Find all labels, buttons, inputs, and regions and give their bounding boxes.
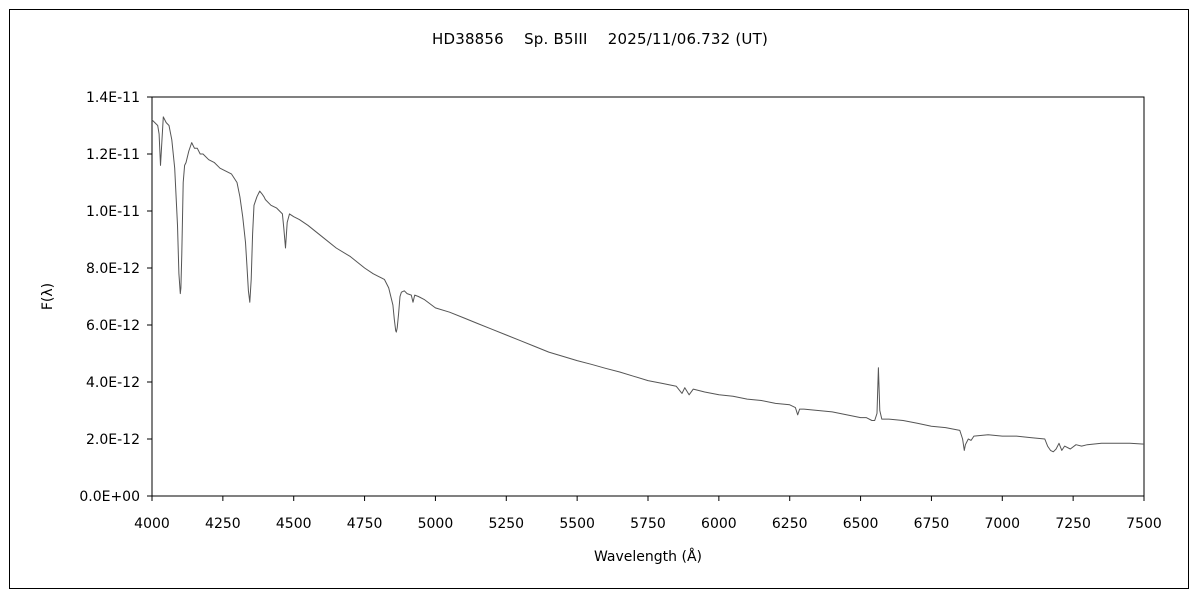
y-tick-label: 2.0E-12	[86, 432, 140, 448]
x-tick-label: 5000	[418, 516, 454, 532]
y-tick-label: 8.0E-12	[86, 261, 140, 277]
spectrum-line	[151, 116, 1145, 453]
chart-frame	[9, 9, 1189, 589]
x-axis-label: Wavelength (Å)	[594, 548, 702, 565]
x-tick-label: 6500	[843, 516, 879, 532]
x-tick-label: 6000	[701, 516, 737, 532]
x-tick-label: 5750	[630, 516, 666, 532]
y-tick-label: 4.0E-12	[86, 375, 140, 391]
y-tick-label: 1.0E-11	[86, 204, 140, 220]
x-tick-label: 4250	[205, 516, 241, 532]
x-tick-label: 4000	[134, 516, 170, 532]
x-tick-label: 6250	[772, 516, 808, 532]
y-tick-label: 1.2E-11	[86, 147, 140, 163]
y-axis-label: F(λ)	[40, 283, 56, 310]
plot-area-border	[151, 96, 1145, 497]
series-group	[151, 116, 1145, 453]
plot-axes	[151, 96, 1145, 497]
x-tick-label: 4750	[347, 516, 383, 532]
chart-title: HD38856 Sp. B5III 2025/11/06.732 (UT)	[431, 30, 769, 48]
x-tick-label: 6750	[914, 516, 950, 532]
x-tick-label: 7250	[1055, 516, 1091, 532]
y-tick-label: 0.0E+00	[79, 489, 140, 505]
x-axis-ticks: 4000 4250 4500 4750 5000 5250 5500 5750 6000 6250…	[134, 496, 1162, 532]
x-tick-label: 4500	[276, 516, 312, 532]
x-tick-label: 7500	[1126, 516, 1162, 532]
y-tick-label: 1.4E-11	[86, 90, 140, 106]
x-tick-label: 5500	[559, 516, 595, 532]
x-tick-label: 5250	[488, 516, 524, 532]
y-axis-ticks: 0.0E+00 2.0E-12 4.0E-12 6.0E-12 8.0E-12 1.0E-…	[79, 90, 152, 505]
x-tick-label: 7000	[984, 516, 1020, 532]
y-tick-label: 6.0E-12	[86, 318, 140, 334]
